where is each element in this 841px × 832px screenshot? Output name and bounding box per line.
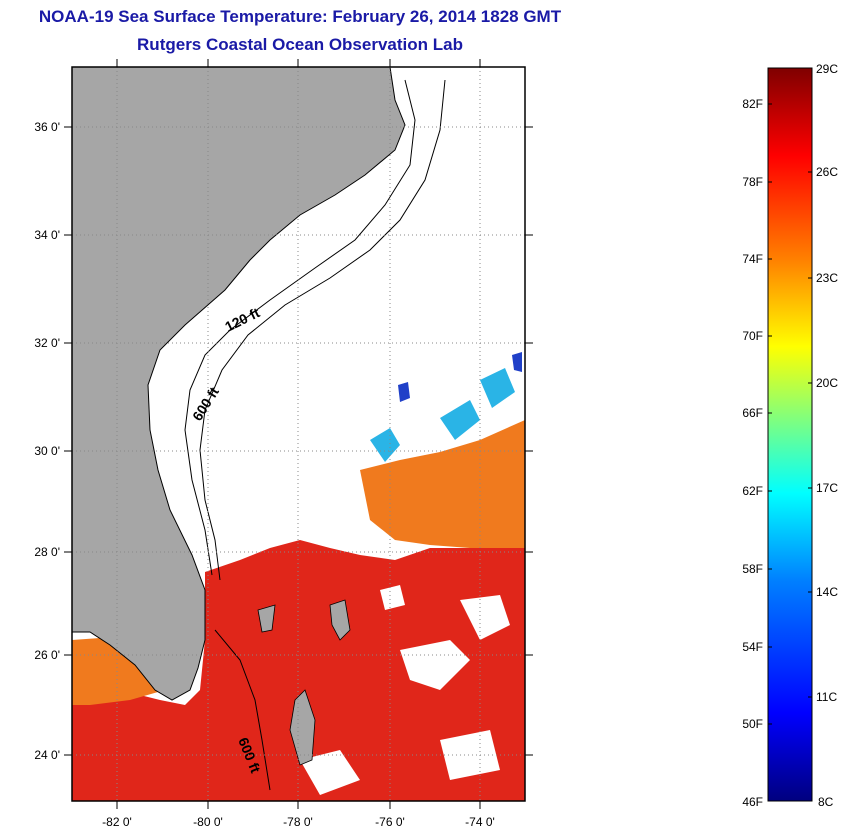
map-title: NOAA-19 Sea Surface Temperature: Februar…	[38, 7, 562, 26]
colorbar-f-label: 66F	[742, 406, 763, 420]
lat-label: 26 0'	[34, 648, 60, 662]
colorbar-f-label: 82F	[742, 97, 763, 111]
lon-label: -82 0'	[102, 815, 132, 829]
colorbar-c-label: 17C	[816, 481, 838, 495]
sst-warm-region	[72, 540, 525, 801]
colorbar-f-label: 70F	[742, 329, 763, 343]
map-subtitle: Rutgers Coastal Ocean Observation Lab	[137, 35, 463, 54]
sst-mid-region	[360, 420, 525, 548]
sst-cool-patches	[370, 368, 515, 462]
axis-ticks	[64, 59, 533, 809]
colorbar-f-label: 58F	[742, 562, 763, 576]
colorbar-c-label: 8C	[818, 795, 834, 809]
lat-label: 24 0'	[34, 748, 60, 762]
colorbar-f-label: 78F	[742, 175, 763, 189]
lon-label: -76 0'	[375, 815, 405, 829]
lon-label: -74 0'	[465, 815, 495, 829]
lon-label: -78 0'	[283, 815, 313, 829]
colorbar-c-label: 29C	[816, 62, 838, 76]
land-usa	[72, 67, 406, 701]
colorbar-c-label: 23C	[816, 271, 838, 285]
colorbar-c-label: 26C	[816, 165, 838, 179]
colorbar-f-label: 46F	[742, 795, 763, 809]
colorbar-f-label: 54F	[742, 640, 763, 654]
colorbar-c-label: 20C	[816, 376, 838, 390]
colorbar	[767, 67, 813, 802]
contour-south	[214, 629, 271, 791]
lat-label: 32 0'	[34, 336, 60, 350]
lon-label: -80 0'	[193, 815, 223, 829]
colorbar-f-label: 50F	[742, 717, 763, 731]
contour-600ft	[199, 79, 446, 581]
colorbar-c-label: 14C	[816, 585, 838, 599]
lat-label: 30 0'	[34, 444, 60, 458]
colorbar-f-label: 62F	[742, 484, 763, 498]
contour-120ft	[184, 79, 416, 576]
land-bahamas	[257, 599, 351, 766]
lat-label: 34 0'	[34, 228, 60, 242]
colorbar-f-ticks	[768, 103, 812, 725]
colorbar-c-label: 11C	[816, 690, 837, 704]
colorbar-f-label: 74F	[742, 252, 763, 266]
lat-label: 28 0'	[34, 545, 60, 559]
lat-label: 36 0'	[34, 120, 60, 134]
cloud-gaps	[300, 585, 510, 795]
